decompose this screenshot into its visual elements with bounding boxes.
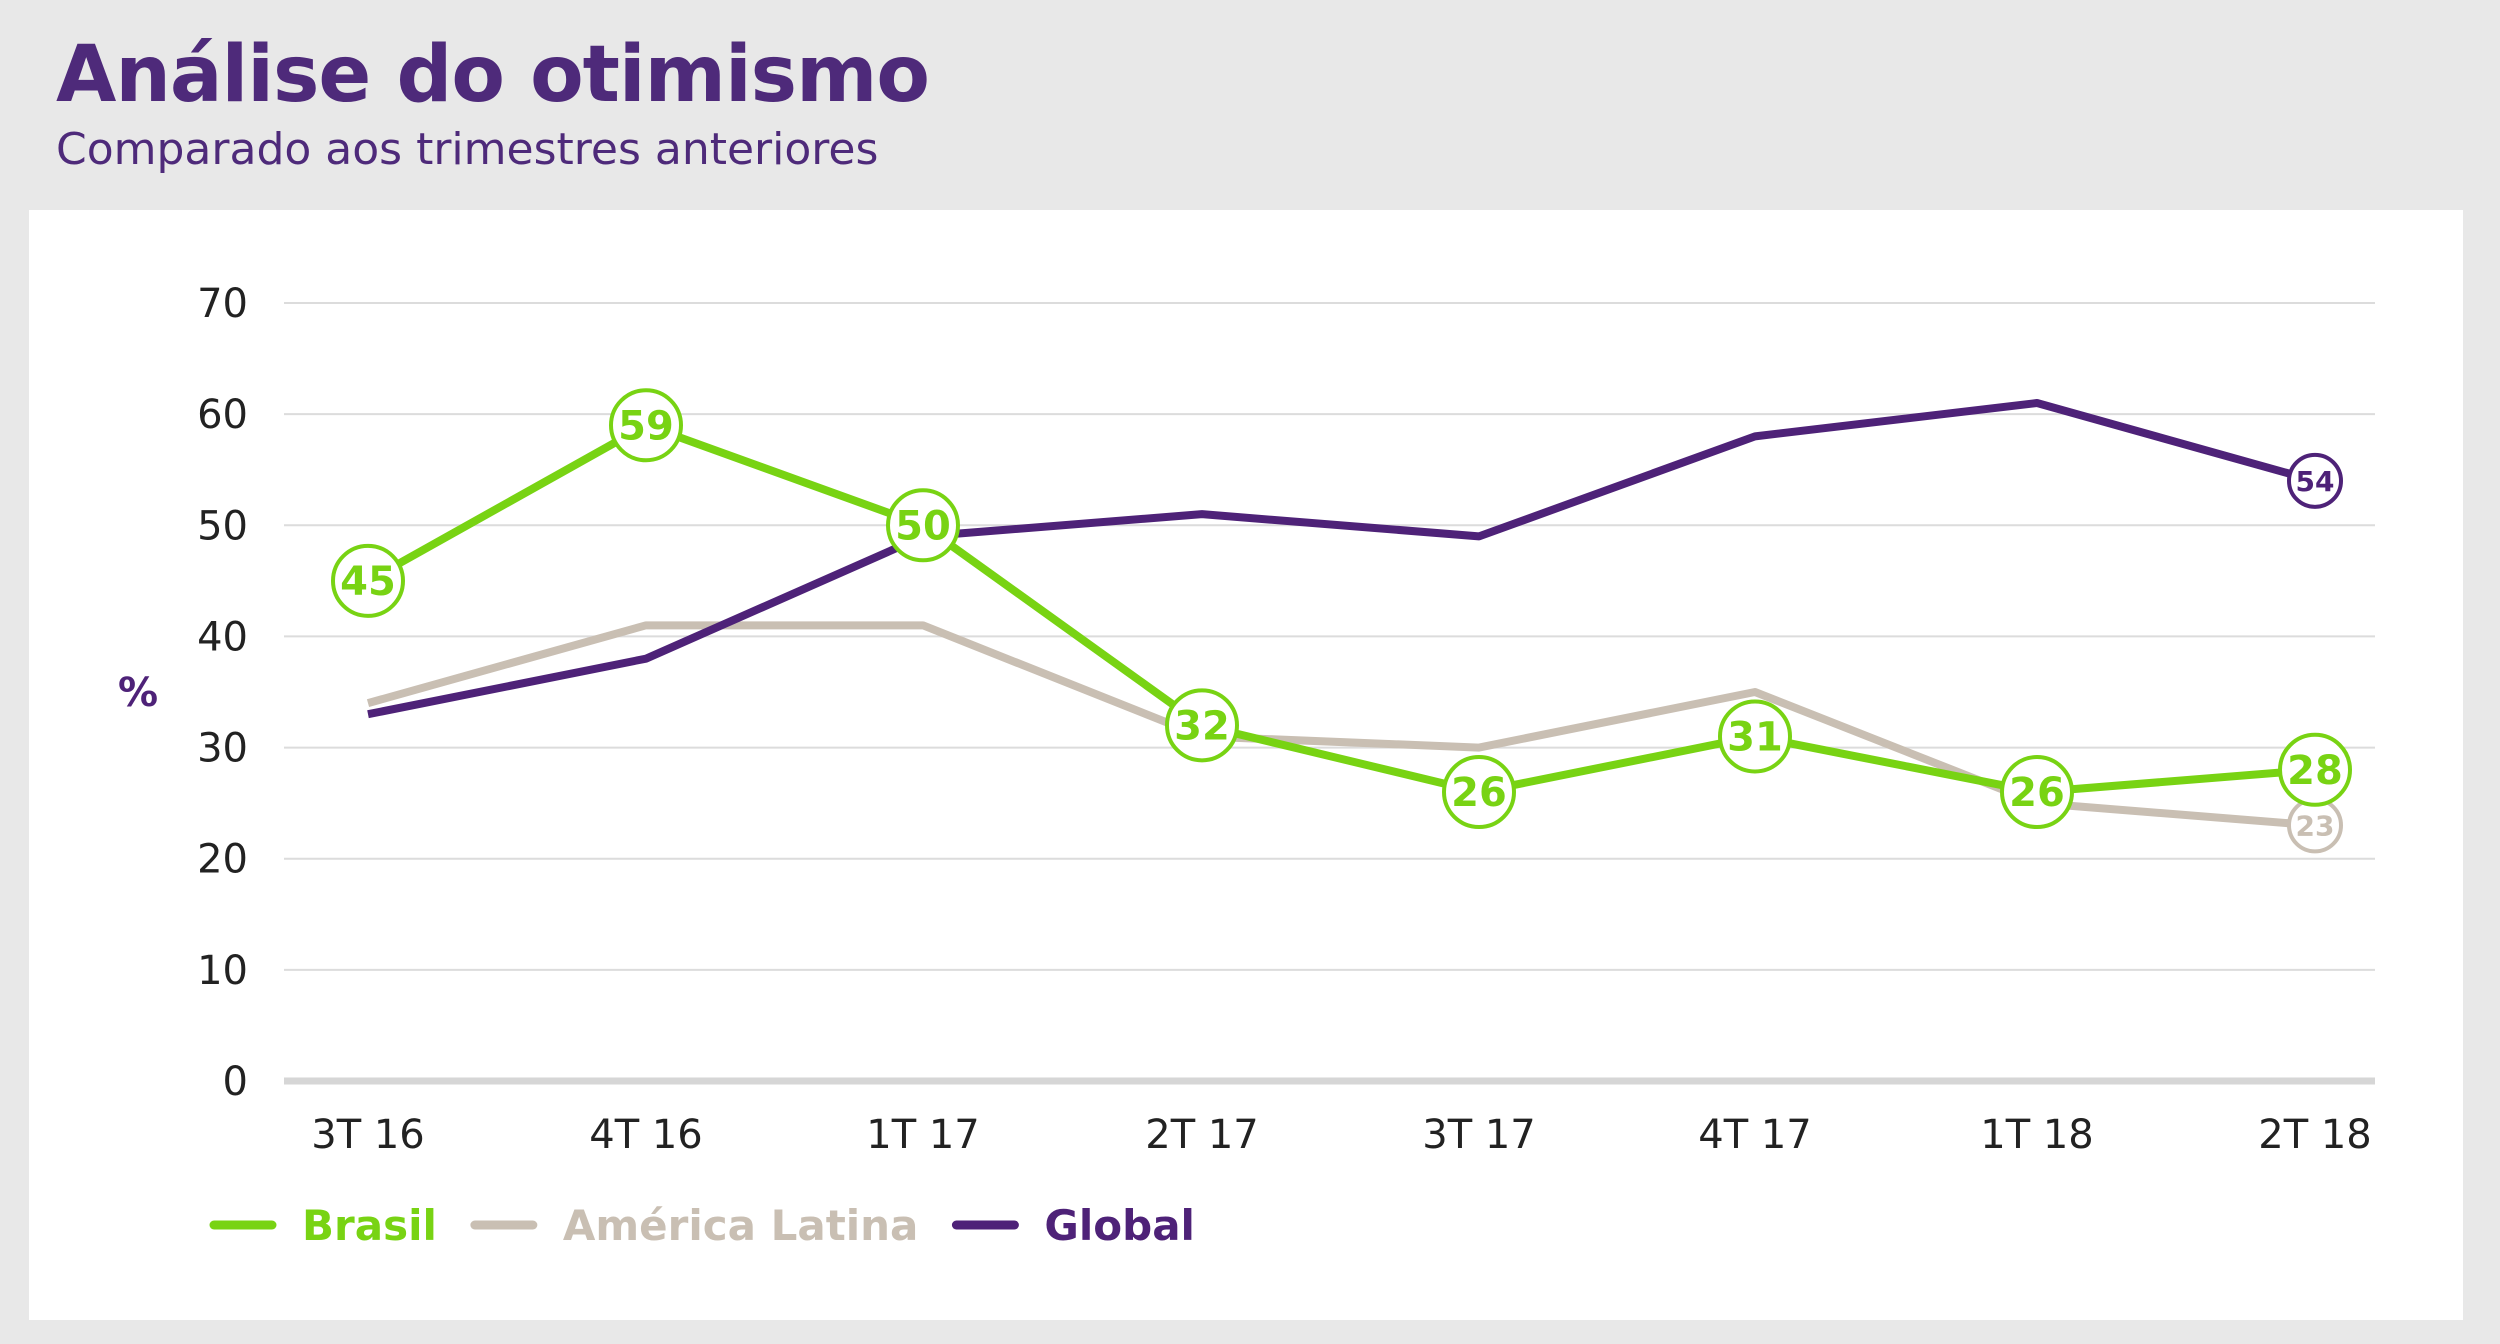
data-point [609, 388, 683, 463]
data-label: 50 [895, 503, 951, 549]
data-label: 31 [1727, 714, 1783, 760]
chart-subtitle: Comparado aos trimestres anteriores [56, 124, 879, 175]
y-tick-label: 30 [197, 726, 248, 772]
y-tick-label: 10 [197, 948, 248, 994]
y-tick-label: 0 [223, 1059, 248, 1105]
chart-title: Análise do otimismo [56, 30, 930, 120]
series-line-global [367, 399, 2317, 719]
data-label: 32 [1174, 703, 1230, 749]
data-point [2000, 755, 2074, 830]
data-label: 26 [2009, 770, 2065, 816]
x-tick-label: 3T 16 [311, 1112, 425, 1158]
data-point [2287, 452, 2343, 509]
y-tick-label: 50 [197, 503, 248, 549]
data-point [1165, 688, 1239, 763]
x-tick-label: 1T 17 [866, 1112, 980, 1158]
legend-label: América Latina [563, 1201, 919, 1250]
data-label: 54 [2296, 465, 2335, 498]
legend-label: Global [1044, 1201, 1195, 1250]
data-point [331, 543, 405, 618]
x-tick-label: 4T 16 [589, 1112, 703, 1158]
x-tick-label: 2T 18 [2258, 1112, 2372, 1158]
data-label: 59 [618, 403, 674, 449]
series-line-brasil [366, 421, 2316, 797]
data-point [1442, 755, 1516, 830]
x-tick-label: 1T 18 [1980, 1112, 2094, 1158]
data-label: 45 [340, 559, 396, 605]
legend-label: Brasil [302, 1201, 437, 1250]
data-point [886, 488, 960, 563]
x-tick-label: 3T 17 [1422, 1112, 1536, 1158]
data-label: 26 [1451, 770, 1507, 816]
x-tick-label: 4T 17 [1698, 1112, 1812, 1158]
data-label: 23 [2296, 809, 2335, 842]
y-axis-label: % [118, 670, 158, 716]
y-tick-label: 20 [197, 837, 248, 883]
y-tick-label: 60 [197, 392, 248, 438]
data-label: 28 [2287, 748, 2343, 794]
data-point [1718, 699, 1792, 774]
y-tick-label: 40 [197, 614, 248, 660]
x-tick-label: 2T 17 [1145, 1112, 1259, 1158]
y-tick-label: 70 [197, 281, 248, 327]
data-point [2278, 732, 2352, 807]
